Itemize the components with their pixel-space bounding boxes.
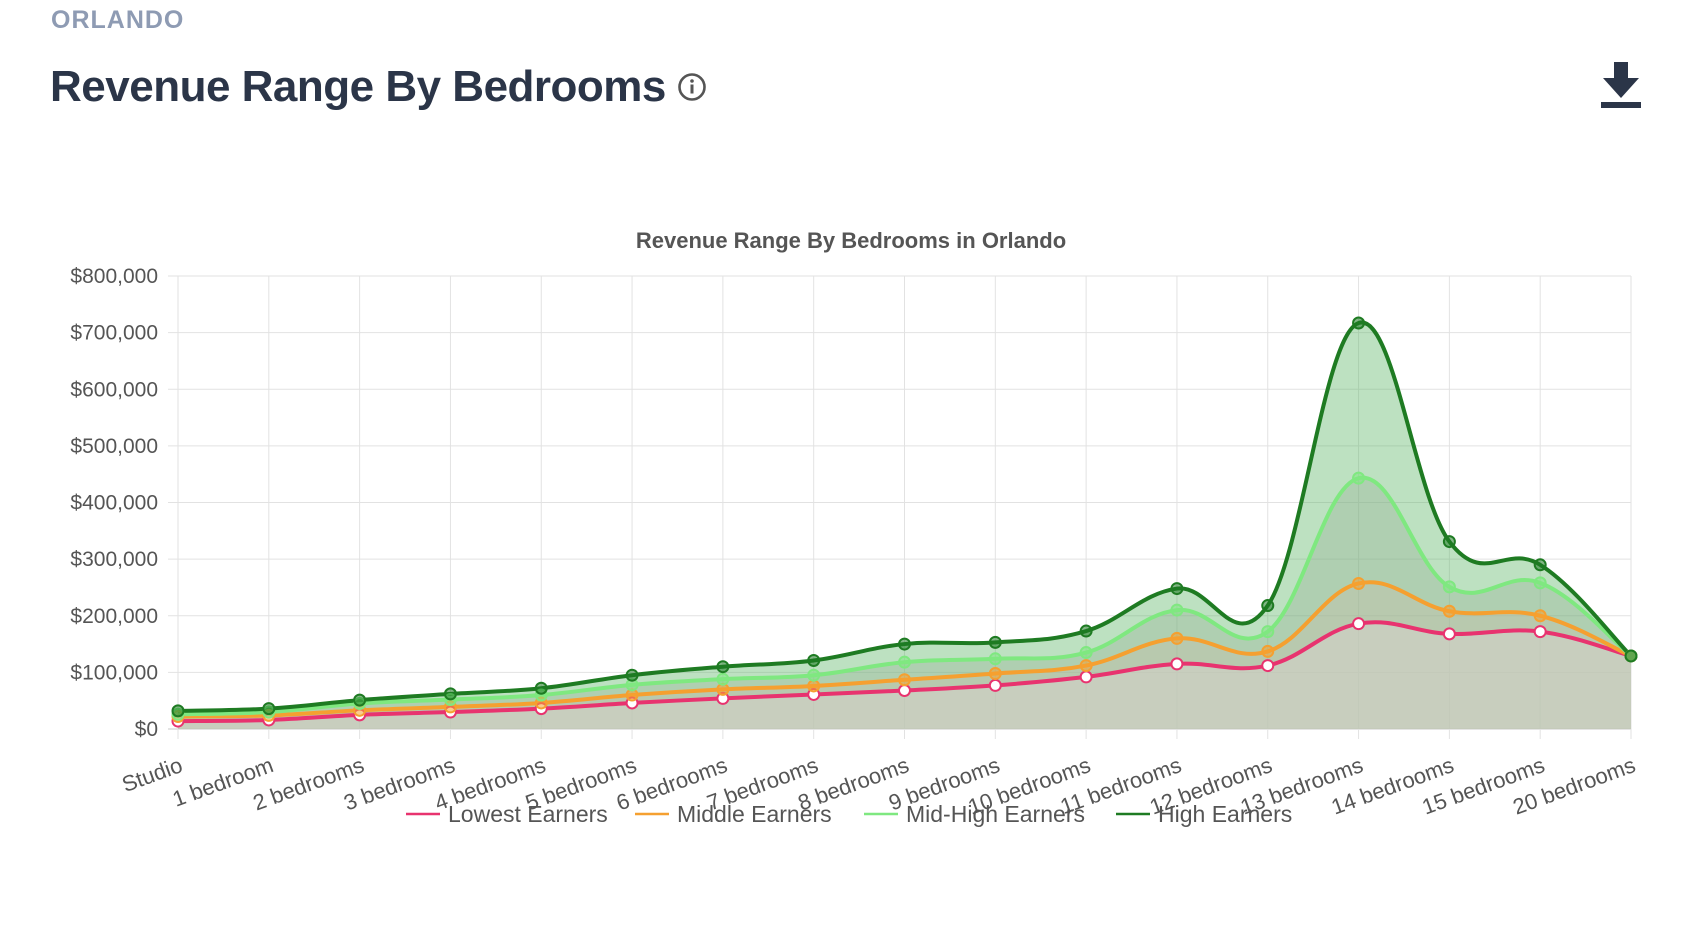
data-point[interactable] (1442, 580, 1456, 594)
data-point[interactable] (807, 679, 821, 693)
y-tick-label: $700,000 (70, 322, 158, 345)
y-tick-label: $600,000 (70, 378, 158, 401)
data-point[interactable] (1170, 631, 1184, 645)
data-point[interactable] (716, 660, 730, 674)
data-point[interactable] (898, 673, 911, 687)
legend-item[interactable]: Mid-High Earners (864, 801, 1085, 827)
legend: Lowest Earners Middle Earners Mid-High Ear… (406, 801, 1292, 827)
data-point[interactable] (1352, 576, 1366, 590)
data-point[interactable] (1442, 604, 1456, 618)
series-fill (178, 582, 1631, 729)
data-point[interactable] (1442, 535, 1456, 549)
data-point[interactable] (1261, 599, 1275, 613)
data-point[interactable] (1170, 657, 1184, 671)
data-point[interactable] (988, 635, 1002, 649)
data-point[interactable] (807, 668, 821, 682)
data-point[interactable] (1442, 627, 1456, 641)
series-fill (178, 622, 1631, 729)
data-point[interactable] (1079, 646, 1093, 660)
series-line (177, 475, 1633, 717)
data-point[interactable] (625, 668, 639, 682)
data-point[interactable] (1352, 617, 1366, 631)
series-line (177, 580, 1632, 719)
data-point[interactable] (1079, 624, 1093, 638)
data-point[interactable] (898, 683, 911, 697)
data-point[interactable] (1533, 609, 1547, 623)
data-point[interactable] (716, 672, 730, 686)
revenue-chart: Revenue Range By Bedrooms in Orlando $0$… (70, 228, 1639, 827)
page-title: Revenue Range By Bedrooms (50, 62, 666, 111)
y-tick-label: $300,000 (70, 548, 158, 571)
data-point[interactable] (1624, 649, 1638, 663)
grid (168, 275, 1632, 739)
y-axis: $0 $100,000 $200,000 $300,000 $400,000 $500,0… (70, 265, 158, 741)
data-point[interactable] (1352, 316, 1366, 330)
data-point[interactable] (1533, 625, 1547, 639)
data-point[interactable] (1170, 582, 1184, 596)
data-point[interactable] (988, 678, 1002, 692)
data-point[interactable] (898, 655, 911, 669)
legend-label: Mid-High Earners (906, 801, 1085, 827)
data-point[interactable] (898, 637, 911, 651)
y-tick-label: $100,000 (70, 661, 158, 684)
download-icon[interactable] (1600, 60, 1642, 112)
legend-label: High Earners (1158, 801, 1292, 827)
data-point[interactable] (1352, 471, 1366, 485)
data-point[interactable] (534, 681, 548, 695)
data-point[interactable] (988, 667, 1002, 681)
series-points (171, 316, 1638, 728)
data-point[interactable] (171, 704, 185, 718)
data-point[interactable] (262, 702, 276, 716)
y-tick-label: $400,000 (70, 492, 158, 515)
city-label: ORLANDO (51, 6, 185, 34)
legend-label: Middle Earners (677, 801, 832, 827)
data-point[interactable] (1533, 558, 1547, 572)
data-point[interactable] (988, 652, 1002, 666)
data-point[interactable] (1261, 659, 1275, 673)
data-point[interactable] (1079, 659, 1093, 673)
data-point[interactable] (1079, 670, 1093, 684)
info-icon[interactable] (677, 72, 707, 102)
data-point[interactable] (1261, 644, 1275, 658)
legend-item[interactable]: Middle Earners (635, 801, 832, 827)
y-tick-label: $500,000 (70, 435, 158, 458)
data-point[interactable] (353, 693, 367, 707)
data-point[interactable] (1261, 625, 1275, 639)
legend-label: Lowest Earners (448, 801, 608, 827)
chart-title: Revenue Range By Bedrooms in Orlando (636, 228, 1066, 253)
y-tick-label: $200,000 (70, 605, 158, 628)
chart-container: Revenue Range By Bedrooms in Orlando $0 $… (0, 200, 1685, 920)
legend-item[interactable]: Lowest Earners (406, 801, 608, 827)
data-point[interactable] (1170, 603, 1184, 617)
data-point[interactable] (807, 653, 821, 667)
y-tick-label: $800,000 (70, 265, 158, 288)
y-tick-label: $0 (135, 718, 158, 741)
data-point[interactable] (443, 687, 457, 701)
data-point[interactable] (1533, 576, 1547, 590)
legend-item[interactable]: High Earners (1116, 801, 1292, 827)
